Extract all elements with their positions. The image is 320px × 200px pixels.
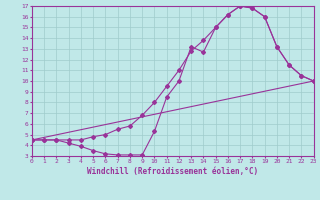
X-axis label: Windchill (Refroidissement éolien,°C): Windchill (Refroidissement éolien,°C) xyxy=(87,167,258,176)
